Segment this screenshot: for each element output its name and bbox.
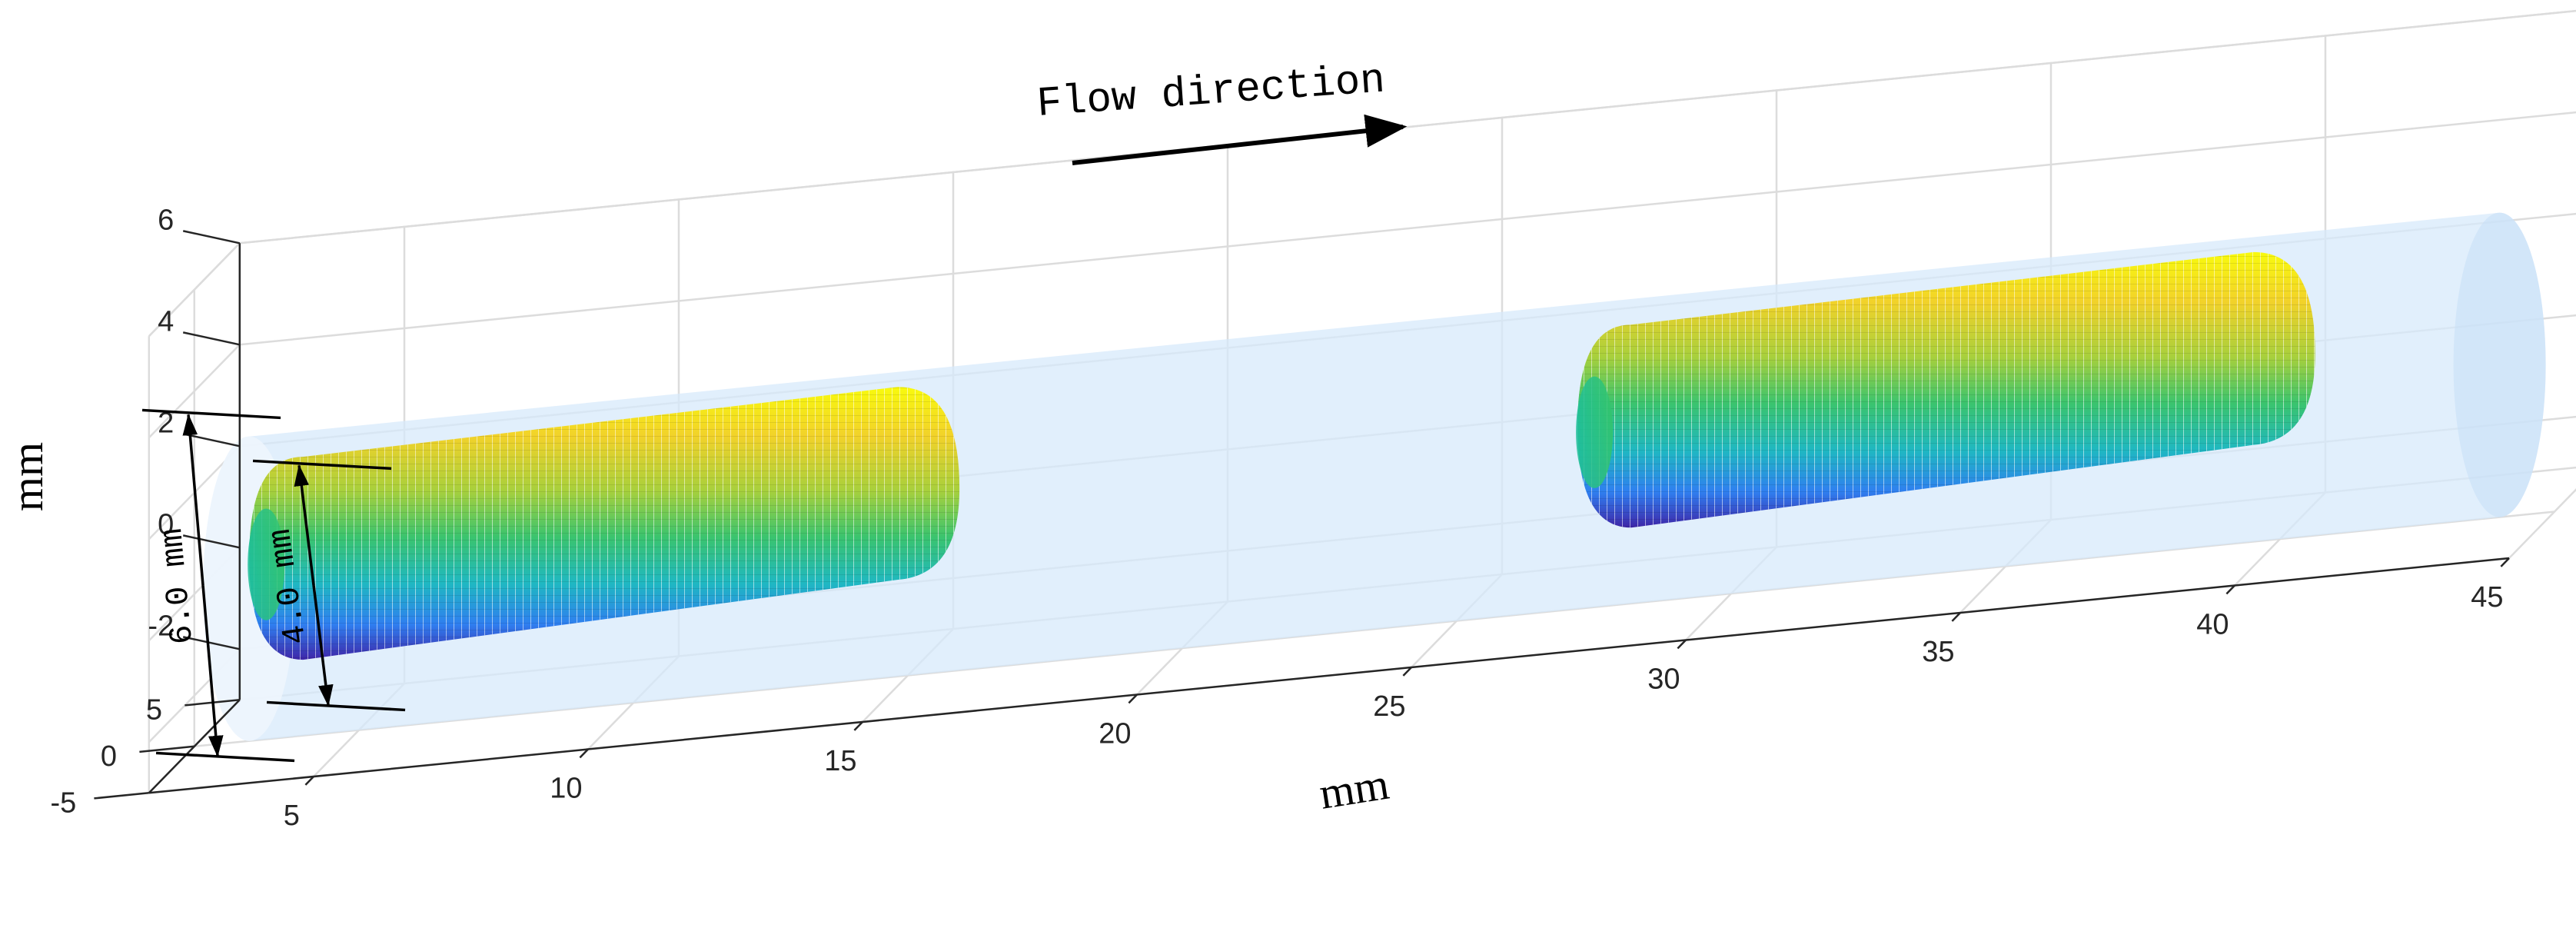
dimension-arrow xyxy=(294,464,315,586)
bubble-mesh xyxy=(1577,251,2315,528)
z-tick-label: 6 xyxy=(158,204,174,236)
dimension-arrow xyxy=(182,414,204,586)
box-edge xyxy=(239,9,2576,244)
x-tick-mark xyxy=(1402,667,1412,677)
y-tick-label: 0 xyxy=(101,740,117,773)
axis-line xyxy=(148,557,2510,794)
flow-direction-label: Flow direction xyxy=(1035,57,1387,128)
x-tick-label: 40 xyxy=(2196,608,2229,640)
x-tick-mark xyxy=(1677,639,1687,650)
z-tick-mark xyxy=(182,636,241,650)
z-tick-label: -2 xyxy=(148,610,174,642)
x-tick-label: 10 xyxy=(550,772,582,804)
x-tick-label: 45 xyxy=(2471,581,2503,614)
y-tick-mark xyxy=(94,792,149,800)
y-tick-label: -5 xyxy=(51,787,77,819)
x-tick-label: 25 xyxy=(1373,690,1405,723)
bubble-cap xyxy=(1576,376,1614,488)
x-tick-label: 20 xyxy=(1099,717,1131,750)
x-tick-mark xyxy=(853,721,863,731)
side-grid-line xyxy=(148,344,241,439)
x-tick-mark xyxy=(2225,584,2235,595)
bubble xyxy=(1576,251,2315,528)
dimension-extension xyxy=(141,408,281,420)
x-tick-mark xyxy=(579,748,589,759)
x-tick-label: 35 xyxy=(1922,636,1954,668)
dimension-extension xyxy=(266,700,406,712)
flow-arrow xyxy=(1072,114,1408,165)
back-grid-line xyxy=(239,111,2576,346)
bubbles xyxy=(248,251,2315,660)
box-edge xyxy=(148,242,241,338)
x-axis-label: mm xyxy=(1316,759,1392,819)
y-tick-label: 5 xyxy=(146,694,162,726)
x-tick-label: 30 xyxy=(1647,663,1680,695)
x-tick-mark xyxy=(1128,694,1138,704)
x-tick-mark xyxy=(304,776,314,786)
bubble-cap xyxy=(248,508,285,620)
z-tick-mark xyxy=(182,331,241,346)
z-tick-label: 0 xyxy=(158,508,174,541)
z-tick-label: 4 xyxy=(158,305,174,338)
flow-annotation: Flow direction xyxy=(1035,57,1408,165)
bubble-mesh xyxy=(249,387,960,660)
z-tick-mark xyxy=(182,534,241,549)
x-tick-mark xyxy=(1951,612,1961,622)
x-tick-label: 5 xyxy=(284,800,300,832)
z-axis-label: mm xyxy=(2,442,52,511)
dimension-extension xyxy=(252,459,392,471)
tube-end-cap xyxy=(2453,212,2546,517)
dimension-arrow xyxy=(201,585,224,757)
z-tick-mark xyxy=(182,230,241,244)
z-tick-label: 2 xyxy=(158,407,174,439)
x-tick-mark xyxy=(2500,557,2510,567)
x-tick-label: 15 xyxy=(824,745,856,777)
bubble xyxy=(248,387,960,660)
z-tick-mark xyxy=(182,433,241,447)
dimension-extension xyxy=(155,751,295,763)
y-tick-mark xyxy=(139,745,194,753)
dimension-arrow xyxy=(312,585,334,707)
